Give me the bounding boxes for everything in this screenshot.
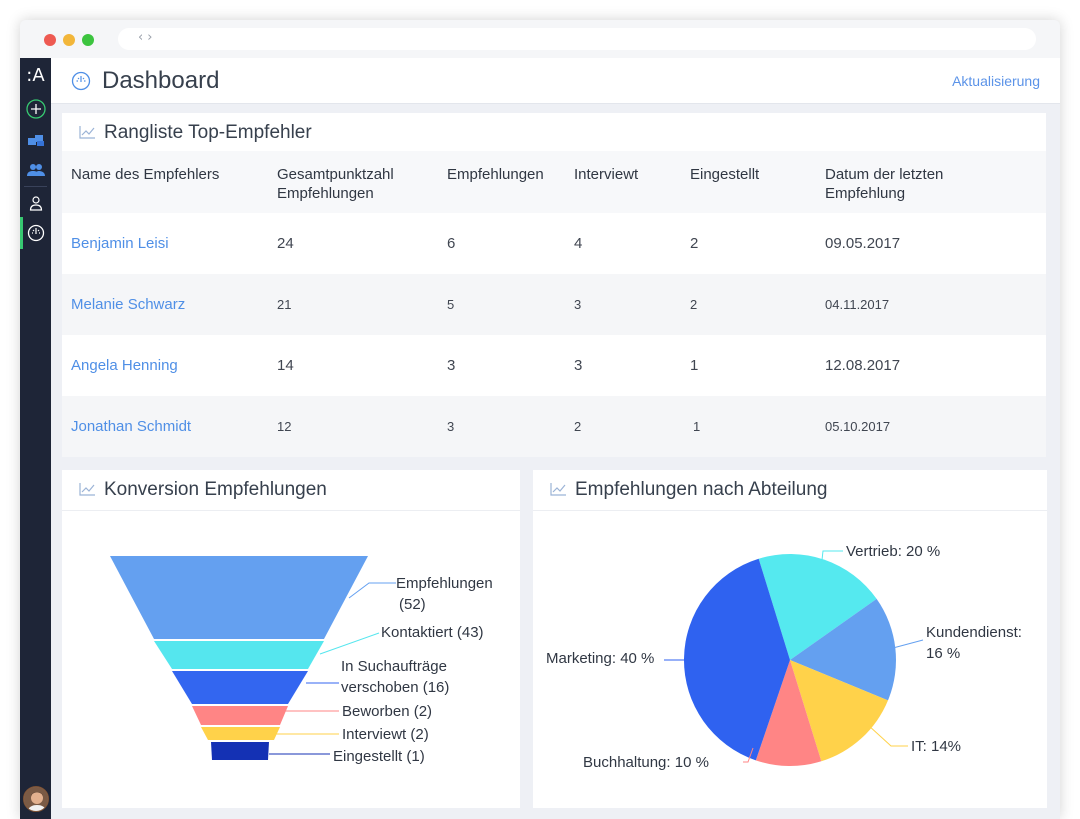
funnel-segment-3[interactable] bbox=[172, 671, 308, 704]
funnel-segment-6[interactable] bbox=[211, 742, 269, 760]
referrals-cell: 5 bbox=[447, 297, 455, 312]
dashboard-icon bbox=[71, 71, 91, 96]
add-icon[interactable] bbox=[20, 96, 51, 122]
pie-panel: Empfehlungen nach Abteilung Vertrieb: 20… bbox=[533, 470, 1047, 808]
interviewed-cell: 3 bbox=[574, 357, 583, 374]
browser-titlebar: ‹› bbox=[20, 20, 1060, 58]
hired-cell: 2 bbox=[690, 235, 699, 252]
sidebar: :A bbox=[20, 58, 51, 819]
ranking-title: Rangliste Top-Empfehler bbox=[104, 122, 312, 143]
funnel-segment-2[interactable] bbox=[154, 641, 324, 669]
back-forward-icon[interactable]: ‹› bbox=[138, 30, 157, 45]
close-window-button[interactable] bbox=[44, 34, 56, 46]
profile-icon[interactable] bbox=[20, 190, 51, 216]
funnel-label-eingestellt: Eingestellt (1) bbox=[333, 748, 425, 765]
pie-slice-marketing[interactable] bbox=[683, 558, 790, 761]
funnel-segment-4[interactable] bbox=[192, 706, 288, 725]
funnel-label-empfehlungen: Empfehlungen (52) bbox=[396, 575, 493, 613]
pie-leader-line bbox=[867, 724, 908, 747]
score-cell: 14 bbox=[277, 357, 294, 374]
referrer-name-link[interactable]: Melanie Schwarz bbox=[71, 296, 186, 313]
ranking-panel: Rangliste Top-Empfehler Name des Empfehl… bbox=[62, 113, 1046, 457]
pie-label-it: IT: 14% bbox=[911, 738, 962, 755]
funnel-label-beworben: Beworben (2) bbox=[342, 703, 433, 720]
funnel-title: Konversion Empfehlungen bbox=[104, 479, 327, 500]
date-cell: 12.08.2017 bbox=[825, 357, 901, 374]
hired-cell: 1 bbox=[690, 357, 699, 374]
pie-label-kundendienst: Kundendienst: 16 % bbox=[926, 624, 1022, 662]
column-header-name[interactable]: Name des Empfehlers bbox=[71, 166, 220, 183]
browser-window: ‹› :A Dashboard Aktualisierung bbox=[20, 20, 1060, 819]
referrer-name-link[interactable]: Benjamin Leisi bbox=[71, 235, 169, 252]
address-bar[interactable]: ‹› bbox=[118, 28, 1036, 50]
date-cell: 04.11.2017 bbox=[825, 297, 890, 312]
score-cell: 21 bbox=[277, 297, 292, 312]
date-cell: 09.05.2017 bbox=[825, 235, 901, 252]
pie-label-marketing: Marketing: 40 % bbox=[546, 650, 655, 667]
table-row[interactable]: Jonathan Schmidt 12 3 2 1 05.10.2017 bbox=[62, 396, 1046, 457]
interviewed-cell: 3 bbox=[574, 297, 582, 312]
score-cell: 24 bbox=[277, 235, 294, 252]
pie-slice-vertrieb[interactable] bbox=[758, 553, 877, 660]
dashboard-icon[interactable] bbox=[20, 220, 51, 246]
pie-leader-line bbox=[820, 550, 843, 570]
interviewed-cell: 4 bbox=[574, 235, 583, 252]
column-header-referrals[interactable]: Empfehlungen bbox=[447, 166, 544, 183]
funnel-label-interviewt: Interviewt (2) bbox=[342, 726, 429, 743]
pie-slice-it[interactable] bbox=[790, 660, 888, 762]
line-chart-icon bbox=[79, 482, 96, 501]
pie-slice-buchhaltung[interactable] bbox=[755, 660, 822, 767]
pie-slice-kundendienst[interactable] bbox=[790, 598, 896, 701]
pie-leader-line bbox=[743, 747, 754, 763]
table-row[interactable]: Benjamin Leisi 24 6 4 2 09.05.2017 bbox=[62, 213, 1046, 274]
hired-cell: 2 bbox=[690, 297, 698, 312]
funnel-segment-5[interactable] bbox=[201, 727, 280, 740]
active-indicator bbox=[20, 217, 23, 249]
interviewed-cell: 2 bbox=[574, 419, 582, 434]
column-header-date[interactable]: Datum der letzten Empfehlung bbox=[825, 166, 944, 202]
funnel-leader-line bbox=[319, 632, 380, 655]
referrals-cell: 3 bbox=[447, 357, 456, 374]
table-row[interactable]: Melanie Schwarz 21 5 3 2 04.11.2017 bbox=[62, 274, 1046, 335]
page-header: Dashboard Aktualisierung bbox=[51, 58, 1060, 104]
pie-label-buchhaltung: Buchhaltung: 10 % bbox=[583, 754, 709, 771]
funnel-panel: Konversion Empfehlungen Empfehlungen (52)… bbox=[62, 470, 520, 808]
funnel-label-kontaktiert: Kontaktiert (43) bbox=[381, 624, 484, 641]
referrals-cell: 6 bbox=[447, 235, 456, 252]
funnel-segment-1[interactable] bbox=[110, 556, 368, 639]
line-chart-icon bbox=[550, 482, 567, 501]
hired-cell: 1 bbox=[693, 419, 701, 434]
pie-label-vertrieb: Vertrieb: 20 % bbox=[846, 543, 941, 560]
refresh-link[interactable]: Aktualisierung bbox=[952, 73, 1040, 89]
folders-icon[interactable] bbox=[20, 128, 51, 154]
minimize-window-button[interactable] bbox=[63, 34, 75, 46]
referrals-cell: 3 bbox=[447, 419, 455, 434]
funnel-label-suchauftraege: In Suchaufträge verschoben (16) bbox=[341, 658, 450, 696]
users-icon[interactable] bbox=[20, 157, 51, 183]
page-title: Dashboard bbox=[102, 67, 220, 94]
score-cell: 12 bbox=[277, 419, 292, 434]
column-header-hired[interactable]: Eingestellt bbox=[690, 166, 760, 183]
user-avatar[interactable] bbox=[23, 786, 49, 812]
pie-leader-line bbox=[892, 639, 924, 649]
referrer-name-link[interactable]: Jonathan Schmidt bbox=[71, 418, 192, 435]
funnel-chart bbox=[110, 556, 396, 760]
line-chart-icon bbox=[79, 125, 96, 144]
table-row[interactable]: Angela Henning 14 3 3 1 12.08.2017 bbox=[62, 335, 1046, 396]
date-cell: 05.10.2017 bbox=[825, 419, 891, 434]
column-header-interviewed[interactable]: Interviewt bbox=[574, 166, 639, 183]
referrer-name-link[interactable]: Angela Henning bbox=[71, 357, 178, 374]
pie-chart bbox=[664, 550, 924, 767]
pie-title: Empfehlungen nach Abteilung bbox=[575, 479, 828, 500]
funnel-leader-line bbox=[348, 582, 396, 599]
table-header: Name des Empfehlers Gesamtpunktzahl Empfe… bbox=[62, 151, 1046, 213]
app-logo[interactable]: :A bbox=[20, 62, 51, 88]
maximize-window-button[interactable] bbox=[82, 34, 94, 46]
column-header-score[interactable]: Gesamtpunktzahl Empfehlungen bbox=[277, 166, 394, 202]
logo-text: :A bbox=[26, 64, 45, 86]
